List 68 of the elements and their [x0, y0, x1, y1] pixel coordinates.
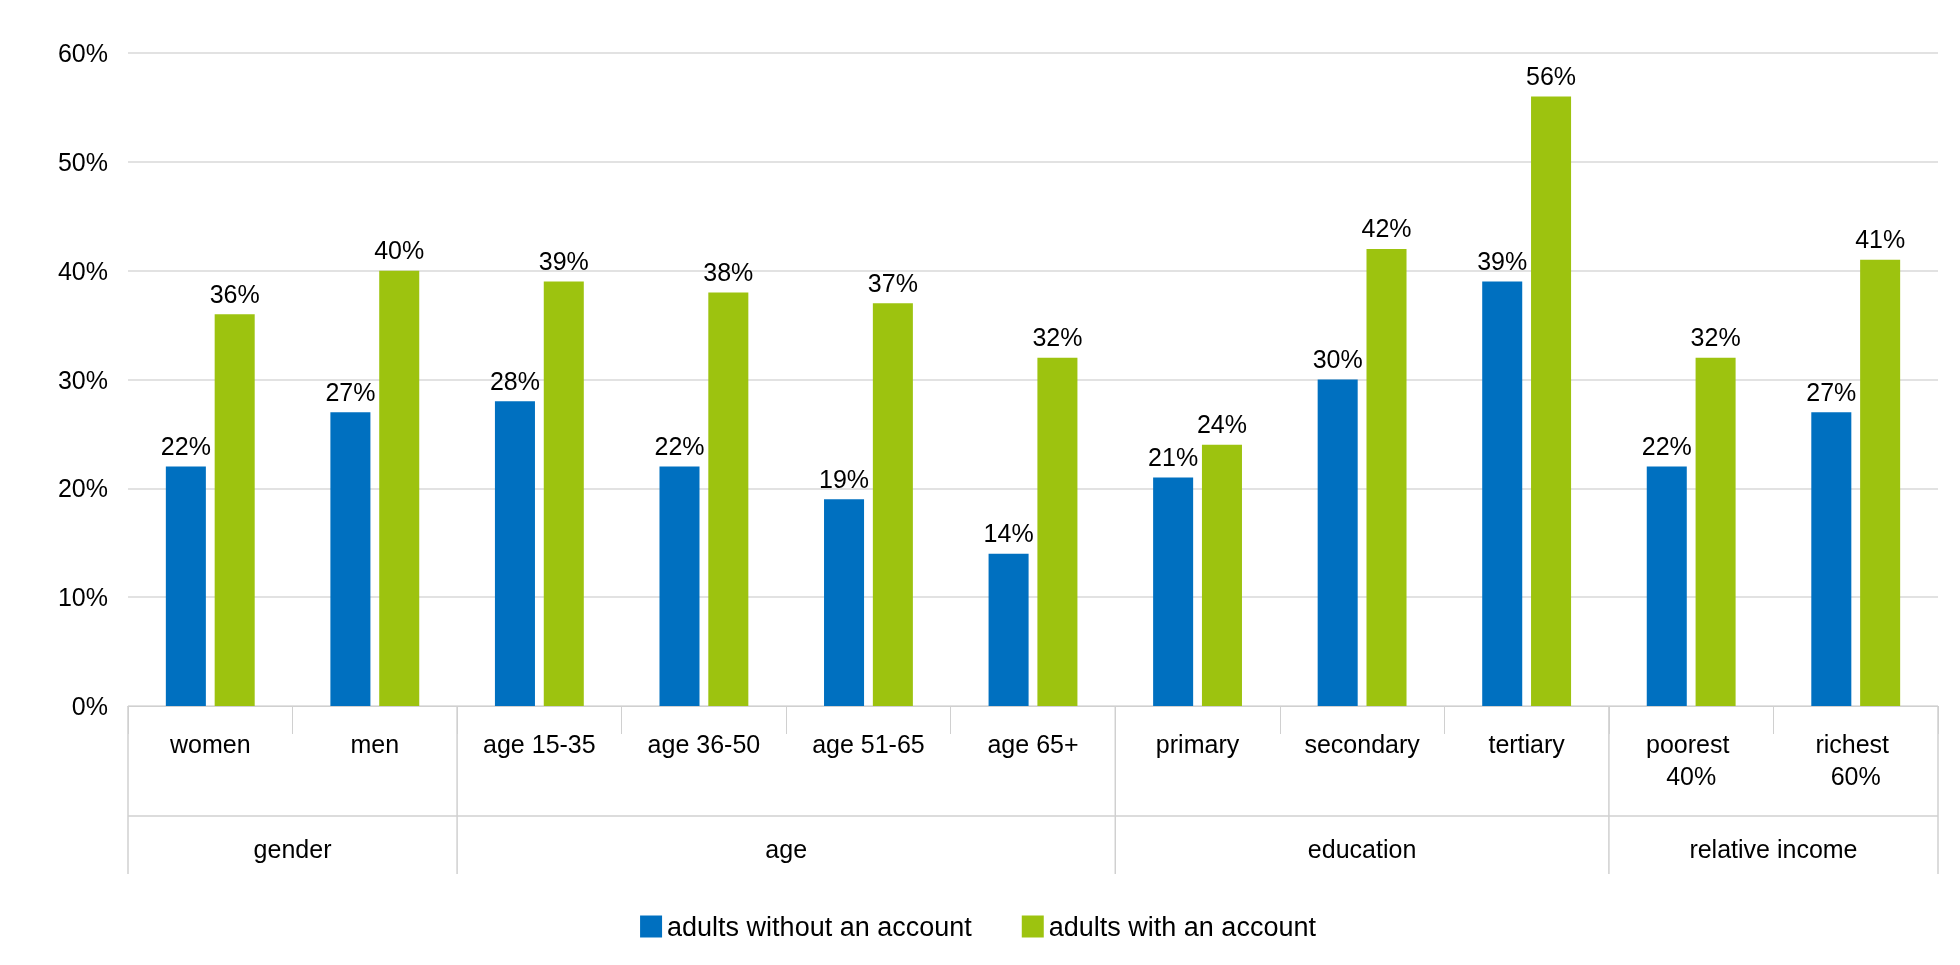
data-label: 32%: [1032, 323, 1083, 352]
data-label: 21%: [1148, 442, 1199, 471]
data-label: 24%: [1196, 410, 1247, 439]
x-tick-label: tertiary: [1488, 730, 1566, 758]
bar: [1860, 259, 1901, 706]
bar: [1482, 281, 1523, 706]
y-tick-label: 20%: [57, 474, 108, 503]
data-label: 39%: [1477, 247, 1528, 276]
bar: [330, 412, 371, 706]
x-tick-label: age 15-35: [483, 730, 596, 758]
data-label: 27%: [325, 377, 376, 406]
bar: [824, 499, 865, 706]
data-label: 38%: [703, 257, 754, 286]
x-tick-label: richest 60%: [1815, 730, 1897, 790]
data-label: 14%: [983, 519, 1034, 548]
data-label: 42%: [1361, 214, 1412, 243]
data-label: 19%: [819, 464, 870, 493]
bar: [659, 466, 700, 706]
bar: [214, 314, 255, 706]
bar: [1646, 466, 1687, 706]
bar: [1531, 96, 1572, 706]
bar: [165, 466, 206, 706]
x-tick-label: men: [350, 730, 400, 758]
bar: [543, 281, 584, 706]
bar: [708, 292, 749, 706]
text: relative income: [1689, 835, 1858, 863]
legend-label: adults with an account: [1048, 911, 1317, 942]
legend-label: adults without an account: [667, 911, 973, 942]
data-label: 56%: [1526, 62, 1577, 91]
bar: [1201, 444, 1242, 706]
bar: [379, 270, 420, 706]
data-label: 40%: [374, 236, 425, 265]
text: education: [1307, 835, 1417, 863]
bar: [872, 303, 913, 706]
bar: [1811, 412, 1852, 706]
bar: [1037, 357, 1078, 706]
x-tick-label: age 36-50: [647, 730, 761, 758]
x-tick-label: age 65+: [987, 730, 1079, 758]
x-tick-label: poorest 40%: [1646, 730, 1737, 790]
text: age: [765, 835, 808, 863]
data-label: 41%: [1855, 225, 1906, 254]
y-tick-label: 10%: [57, 583, 108, 612]
x-tick-label: secondary: [1304, 730, 1421, 758]
y-tick-label: 30%: [57, 365, 108, 394]
data-label: 39%: [538, 247, 589, 276]
y-tick-label: 60%: [57, 39, 108, 67]
x-tick-label: women: [168, 730, 251, 758]
data-label: 36%: [209, 279, 260, 308]
data-label: 22%: [160, 432, 211, 461]
x-tick-label: primary: [1155, 730, 1240, 758]
bar: [1317, 379, 1358, 706]
y-tick-label: 50%: [57, 147, 108, 176]
x-tick-label: age 51-65: [812, 730, 925, 758]
data-label: 28%: [489, 366, 540, 395]
data-label: 30%: [1312, 345, 1363, 373]
y-tick-label: 0%: [71, 692, 108, 720]
data-label: 37%: [867, 268, 918, 297]
bar: [988, 553, 1029, 706]
bar: [1366, 248, 1407, 706]
data-label: 22%: [654, 432, 705, 461]
bar: [1153, 477, 1194, 706]
bar: [494, 401, 535, 706]
data-label: 32%: [1690, 323, 1741, 352]
data-label: 27%: [1806, 377, 1857, 406]
bar: [1695, 357, 1736, 706]
data-label: 22%: [1641, 432, 1692, 461]
text: gender: [253, 835, 332, 863]
y-tick-label: 40%: [57, 256, 108, 285]
